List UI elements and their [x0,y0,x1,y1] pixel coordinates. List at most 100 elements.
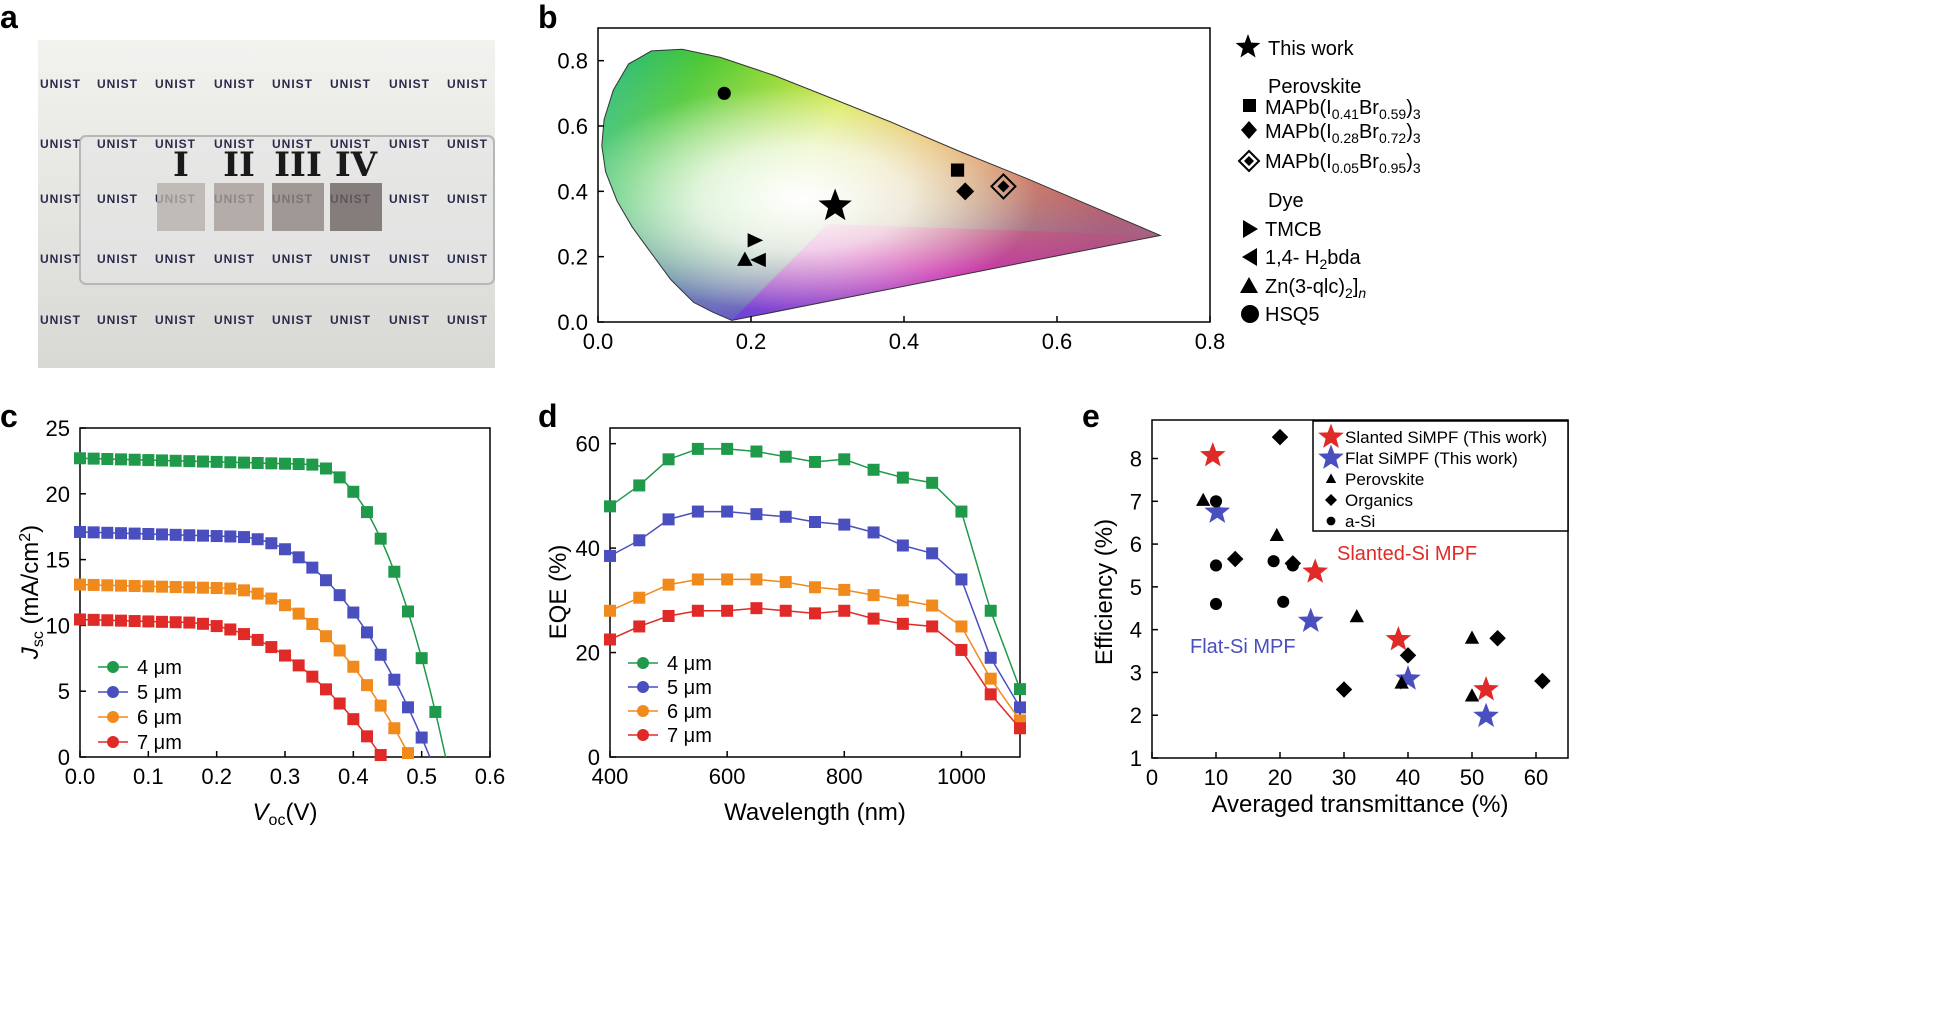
e-point-0 [1473,676,1499,701]
b-ytick-label: 0.2 [557,245,588,270]
c-legend-marker-0 [107,661,119,673]
legend-diamond-marker [1241,121,1257,139]
unist-watermark: UNIST [330,77,371,91]
cie-gamut-fill [601,48,1162,321]
c-marker-1 [279,543,291,556]
legend-tri-up-marker [1240,277,1258,293]
c-marker-0 [251,456,264,469]
d-marker-0 [691,442,704,455]
c-marker-0 [197,455,209,468]
c-marker-3 [156,615,168,628]
c-marker-0 [210,455,223,468]
c-marker-3 [224,623,237,636]
d-legend-label-0: 4 μm [667,653,712,675]
d-marker-1 [779,510,792,523]
d-marker-2 [691,573,704,586]
unist-watermark: UNIST [214,137,255,151]
sample-film-1 [157,183,205,231]
panel-label-b: b [538,0,558,35]
c-marker-2 [101,579,114,592]
c-marker-2 [74,578,86,591]
c-ytick-label: 10 [46,613,70,638]
unist-watermark: UNIST [214,77,255,91]
sample-label-3: III [274,145,322,185]
c-marker-1 [210,530,223,543]
panel-label-e: e [1082,398,1100,434]
e-annotation-flat: Flat-Si MPF [1190,636,1296,658]
d-marker-3 [926,620,939,633]
c-marker-3 [101,614,114,627]
c-xtick-label: 0.0 [65,764,96,789]
d-marker-1 [809,516,821,528]
c-marker-0 [347,485,360,498]
c-marker-0 [142,454,155,467]
c-marker-2 [361,679,373,692]
e-point-2 [1196,492,1211,506]
c-marker-3 [87,613,100,626]
unist-watermark: UNIST [272,137,313,151]
e-point-0 [1200,442,1226,467]
c-marker-2 [333,644,346,657]
unist-watermark: UNIST [447,77,488,91]
unist-watermark: UNIST [447,137,488,151]
e-point-4 [1267,555,1280,568]
e-legend-marker-0 [1318,423,1344,448]
e-legend-label-1: Flat SiMPF (This work) [1345,449,1518,468]
d-marker-2 [955,620,968,633]
c-ytick-label: 5 [58,679,70,704]
d-legend-marker-0 [637,657,649,669]
d-marker-3 [691,604,704,617]
legend-dye-2: 1,4- H2bda [1265,247,1362,272]
e-ytick-label: 3 [1130,660,1142,685]
c-ytick-label: 20 [46,482,70,507]
c-marker-1 [224,530,237,543]
c-legend-marker-2 [107,711,119,723]
legend-circle-marker [1241,305,1259,323]
d-ytick-label: 60 [576,432,600,457]
d-legend-marker-3 [637,729,649,741]
panel-b-points [717,86,1017,268]
c-marker-0 [238,456,250,469]
c-marker-0 [224,456,237,469]
legend-perovskite-header: Perovskite [1268,76,1361,98]
legend-perovskite-3: MAPb(I0.05Br0.95)3 [1265,151,1421,176]
panel-b-axes: 0.0 0.2 0.4 0.6 0.8 0.0 0.2 0.4 0.6 0.8 [557,27,1225,354]
panel-label-c: c [0,398,18,434]
c-marker-1 [265,537,278,550]
d-marker-0 [867,463,880,476]
unist-watermark: UNIST [272,252,313,266]
c-marker-2 [279,599,291,612]
sample-label-2: II [223,145,255,185]
c-marker-2 [169,581,182,594]
d-marker-3 [984,688,997,701]
c-marker-3 [210,620,223,633]
b-point-star [818,188,852,221]
legend-square-marker [1243,99,1256,112]
c-marker-0 [169,454,182,467]
legend-perovskite-2: MAPb(I0.28Br0.72)3 [1265,121,1421,146]
e-point-3 [1226,550,1244,568]
d-marker-1 [691,505,704,518]
sample-film-3 [272,183,324,231]
d-legend-marker-2 [637,705,649,717]
e-ytick-label: 4 [1130,618,1142,643]
d-marker-0 [926,476,939,489]
e-point-3 [1335,681,1353,698]
d-marker-0 [604,500,616,513]
e-point-1 [1204,498,1231,523]
e-point-1 [1395,665,1421,690]
c-marker-0 [87,452,100,465]
sample-label-1: I [173,145,189,185]
c-marker-0 [101,452,114,465]
d-marker-0 [1014,683,1026,696]
c-ytick-label: 0 [58,745,70,770]
d-legend-label-2: 6 μm [667,701,712,723]
legend-open-diamond-core [1244,156,1254,166]
c-marker-1 [197,529,209,542]
e-legend-label-4: a-Si [1345,512,1375,531]
e-xlabel: Averaged transmittance (%) [1211,791,1508,818]
legend-dye-4: HSQ5 [1265,304,1319,326]
d-marker-0 [955,505,968,518]
d-marker-3 [633,620,646,633]
d-marker-3 [867,612,880,625]
